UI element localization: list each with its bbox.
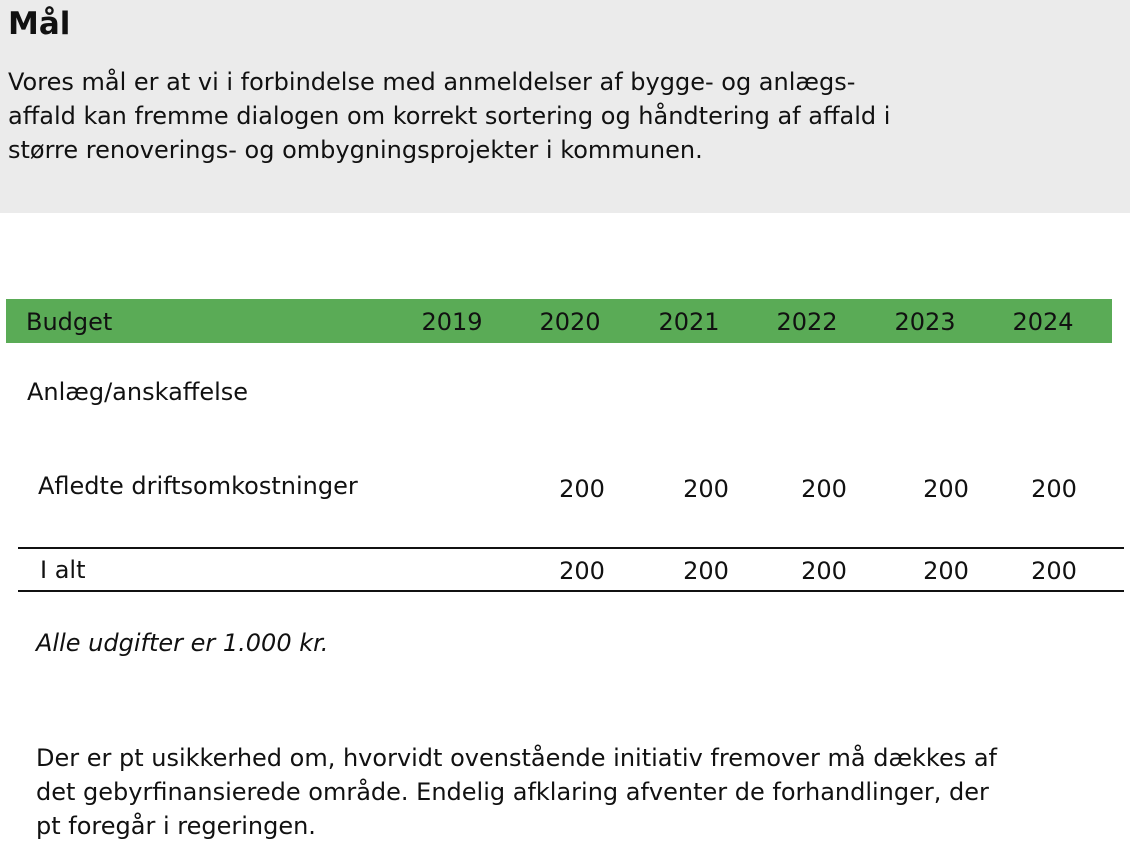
total-value: 200 [801,557,847,585]
goal-text: større renoverings- og ombygningsprojekt… [8,136,703,164]
total-value: 200 [683,557,729,585]
cell-value: 200 [683,475,729,503]
year-header: 2023 [894,308,956,336]
goal-box [0,0,1130,213]
year-header: 2019 [421,308,483,336]
footer-text: det gebyrfinansierede område. Endelig af… [36,778,989,806]
year-header: 2020 [539,308,601,336]
cell-value: 200 [923,475,969,503]
goal-text: affald kan fremme dialogen om korrekt so… [8,102,891,130]
rule [18,590,1124,592]
budget-header: Budget [26,308,113,336]
cell-value: 200 [801,475,847,503]
rule [18,547,1124,549]
cell-value: 200 [559,475,605,503]
year-header: 2021 [658,308,720,336]
row-label: Afledte driftsomkostninger [38,472,358,500]
note: Alle udgifter er 1.000 kr. [36,629,329,657]
total-value: 200 [559,557,605,585]
total-label: I alt [40,556,86,584]
footer-text: Der er pt usikkerhed om, hvorvidt ovenst… [36,744,998,772]
goal-text: Vores mål er at vi i forbindelse med anm… [8,68,856,96]
total-value: 200 [1031,557,1077,585]
title: Mål [8,6,71,42]
cell-value: 200 [1031,475,1077,503]
year-header: 2024 [1012,308,1074,336]
table-header [6,299,1112,343]
section-label: Anlæg/anskaffelse [27,378,249,406]
footer-text: pt foregår i regeringen. [36,812,316,840]
year-header: 2022 [776,308,838,336]
total-value: 200 [923,557,969,585]
